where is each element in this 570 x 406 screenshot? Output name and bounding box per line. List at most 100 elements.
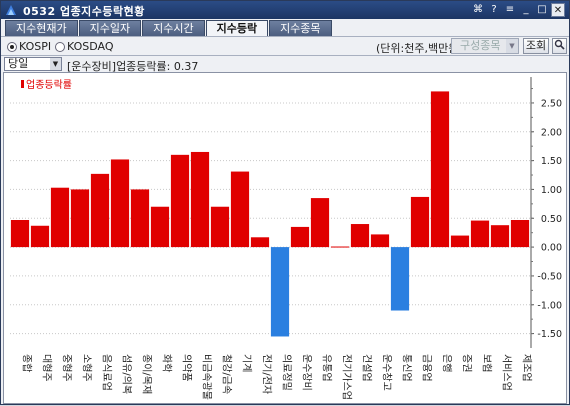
period-bar: 당일 ▼ [운수장비]업종등락률: 0.37 — [1, 55, 569, 73]
y-tick-label: 2.00 — [541, 127, 562, 138]
x-tick-label: 서비스업 — [501, 354, 514, 391]
window-title: 0532 업종지수등락현황 — [23, 5, 145, 18]
maximize-icon[interactable]: □ — [537, 4, 547, 15]
bar-7[interactable] — [150, 206, 170, 248]
period-select[interactable]: 당일 ▼ — [4, 57, 62, 71]
title-bar: 0532 업종지수등락현황 ⌘ ? ≡ _ □ ✕ — [1, 1, 569, 19]
x-tick-label: 의료정밀 — [281, 354, 293, 391]
x-tick-label: 음식료업 — [101, 354, 114, 391]
bar-18[interactable] — [370, 234, 390, 248]
app-logo-icon — [6, 5, 16, 15]
x-tick-label: 전기가스업 — [341, 354, 354, 400]
chevron-down-icon[interactable]: ▼ — [50, 58, 61, 70]
radio-kospi[interactable]: KOSPI — [7, 40, 51, 53]
bar-12[interactable] — [250, 237, 270, 248]
chart-panel: 2.50 2.00 1.50 1.00 0.50 0.00 -0.50 -1.00 -1.50 … — [3, 72, 567, 404]
x-tick-label: 화학 — [161, 354, 173, 372]
x-tick-label: 의약품 — [181, 354, 193, 382]
y-tick-label: 0.00 — [541, 243, 562, 254]
bar-22[interactable] — [450, 235, 470, 248]
bar-9[interactable] — [190, 151, 210, 248]
x-tick-label: 금융업 — [421, 354, 434, 382]
radio-kosdaq[interactable]: KOSDAQ — [55, 40, 114, 53]
chart-grid — [10, 77, 532, 348]
sector-change-chart: 2.502.001.501.000.500.00-0.50-1.00-1.50 … — [10, 77, 562, 400]
x-tick-label: 유통업 — [321, 354, 334, 382]
tab-index-time[interactable]: 지수시간 — [142, 20, 205, 36]
y-tick-label: 1.00 — [541, 185, 562, 196]
x-tick-label: 소형주 — [81, 354, 93, 382]
x-tick-label: 섬유/의복 — [121, 354, 133, 394]
radio-kosdaq-label: KOSDAQ — [67, 40, 114, 53]
legend-swatch — [21, 80, 24, 88]
bar-2[interactable] — [50, 187, 70, 248]
link-icon[interactable]: ⌘ — [473, 4, 483, 15]
x-tick-label: 운수장비 — [301, 354, 313, 391]
tab-bar: 지수현재가 지수일자 지수시간 지수등락 지수종목 — [5, 20, 333, 36]
radio-kospi-label: KOSPI — [19, 40, 52, 53]
x-axis-labels: 종합 대형주 중형주 소형주 음식료업 섬유/의복 종이/목재 화학 의약품 비금속광물 철강/금속… — [21, 354, 534, 400]
bar-14[interactable] — [290, 226, 310, 248]
x-tick-label: 종합 — [21, 354, 33, 372]
tab-index-daily[interactable]: 지수일자 — [78, 20, 142, 36]
x-tick-label: 증권 — [461, 354, 473, 372]
x-tick-label: 비금속광물 — [201, 354, 213, 400]
tab-index-stocks[interactable]: 지수종목 — [269, 20, 332, 36]
y-tick-label: 1.50 — [541, 156, 562, 167]
bar-19[interactable] — [390, 247, 410, 311]
component-combo-label: 구성종목 — [460, 39, 501, 52]
close-icon[interactable]: ✕ — [551, 3, 565, 17]
help-icon[interactable]: ? — [491, 4, 497, 15]
tab-index-price[interactable]: 지수현재가 — [5, 20, 78, 36]
y-tick-label: -1.00 — [537, 300, 562, 311]
x-tick-label: 중형주 — [61, 354, 73, 382]
chart-legend: 업종등락률 — [21, 78, 72, 91]
x-tick-label: 보험 — [481, 354, 493, 372]
y-tick-label: -1.50 — [537, 329, 562, 340]
y-tick-label: 0.50 — [541, 214, 562, 225]
chevron-down-icon[interactable]: ▼ — [506, 39, 518, 53]
bar-1[interactable] — [30, 225, 50, 248]
x-tick-label: 전기/전자 — [261, 354, 273, 394]
bar-5[interactable] — [110, 159, 130, 248]
x-tick-label: 종이/목재 — [141, 354, 153, 394]
bar-15[interactable] — [310, 198, 330, 248]
menu-icon[interactable]: ≡ — [505, 4, 515, 15]
sector-change-info: [운수장비]업종등락률: 0.37 — [67, 60, 199, 73]
x-tick-label: 철강/금속 — [221, 354, 233, 394]
radio-kospi-dot[interactable] — [7, 41, 17, 52]
bar-0[interactable] — [10, 219, 30, 248]
bar-24[interactable] — [490, 225, 510, 248]
bar-8[interactable] — [170, 154, 190, 248]
component-combo[interactable]: 구성종목 ▼ — [451, 38, 519, 54]
bar-23[interactable] — [470, 220, 490, 248]
bar-21[interactable] — [430, 91, 450, 248]
x-tick-label: 기계 — [241, 354, 253, 372]
x-tick-label: 대형주 — [41, 354, 53, 382]
tab-index-change[interactable]: 지수등락 — [205, 20, 269, 36]
lookup-button[interactable]: 조회 — [523, 38, 549, 54]
bar-13[interactable] — [270, 247, 290, 337]
bar-25[interactable] — [510, 219, 530, 248]
bar-3[interactable] — [70, 189, 90, 248]
bar-6[interactable] — [130, 189, 150, 248]
y-axis-ticks: 2.50 2.00 1.50 1.00 0.50 0.00 -0.50 -1.00 -1.50 — [531, 88, 562, 340]
x-tick-label: 건설업 — [361, 354, 374, 382]
minimize-icon[interactable]: _ — [523, 4, 529, 15]
bar-11[interactable] — [230, 171, 250, 248]
search-button[interactable] — [552, 38, 567, 54]
bar-10[interactable] — [210, 206, 230, 248]
bar-17[interactable] — [350, 224, 370, 248]
legend-label: 업종등락률 — [26, 78, 72, 91]
x-tick-label: 제조업 — [521, 354, 534, 382]
y-tick-label: -0.50 — [537, 271, 562, 282]
period-select-value: 당일 — [8, 57, 29, 70]
chart-bars — [10, 91, 530, 337]
x-tick-label: 은행 — [441, 354, 453, 372]
radio-kosdaq-dot[interactable] — [55, 41, 65, 52]
bar-16[interactable] — [330, 246, 350, 248]
bar-20[interactable] — [410, 196, 430, 248]
x-tick-label: 운수창고 — [381, 354, 393, 391]
bar-4[interactable] — [90, 173, 110, 248]
